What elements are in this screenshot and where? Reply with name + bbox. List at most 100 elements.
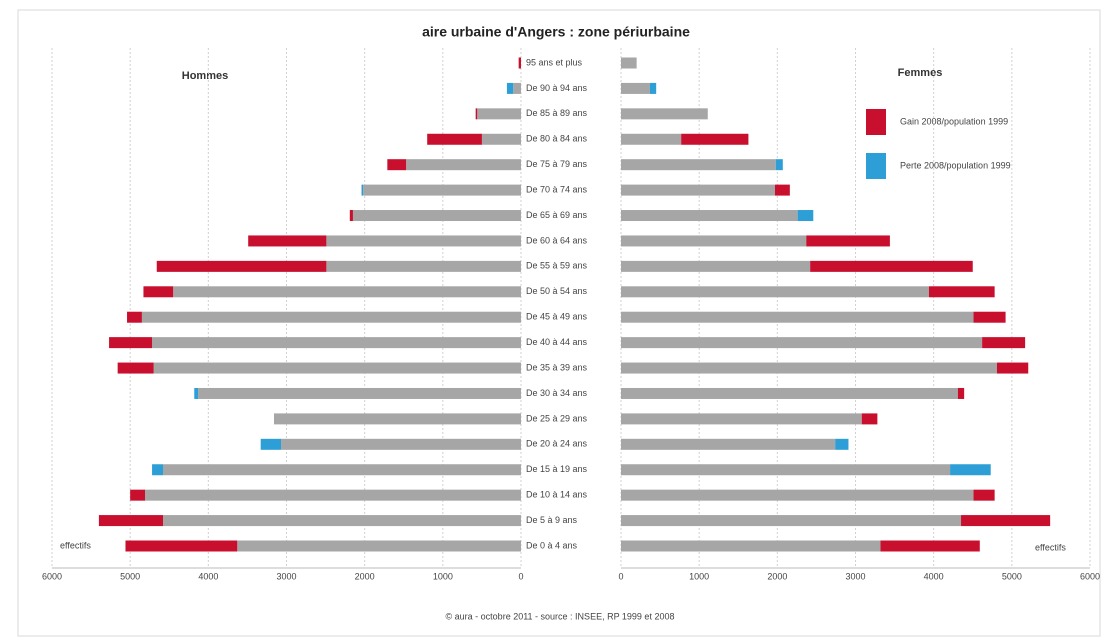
bar <box>326 260 521 272</box>
x-tick-label: 2000 <box>767 571 787 581</box>
x-tick-label: 6000 <box>1080 571 1100 581</box>
bar <box>248 235 327 247</box>
bar <box>427 133 482 145</box>
bar <box>352 210 521 222</box>
x-tick-label: 0 <box>618 571 623 581</box>
category-label: De 30 à 34 ans <box>526 388 588 398</box>
bar <box>237 540 521 552</box>
panel-title: Hommes <box>182 70 228 82</box>
legend-label: Gain 2008/population 1999 <box>900 116 1008 126</box>
category-label: 95 ans et plus <box>526 57 583 67</box>
bar <box>506 82 514 94</box>
bar <box>621 210 798 222</box>
bar <box>621 540 881 552</box>
bar <box>117 362 154 374</box>
bar <box>145 489 522 501</box>
bar <box>156 260 327 272</box>
bar <box>996 362 1029 374</box>
bar <box>621 82 650 94</box>
bar <box>621 184 775 196</box>
bar <box>475 108 478 120</box>
bar <box>928 286 995 298</box>
bar <box>621 387 958 399</box>
bar <box>810 260 973 272</box>
bar <box>835 438 849 450</box>
bar <box>152 464 163 476</box>
category-label: De 50 à 54 ans <box>526 286 588 296</box>
x-tick-label: 5000 <box>1002 571 1022 581</box>
legend-swatch <box>866 109 886 135</box>
category-label: De 40 à 44 ans <box>526 337 588 347</box>
bar <box>621 464 951 476</box>
bar <box>973 489 995 501</box>
bar <box>361 184 364 196</box>
bar <box>98 515 163 527</box>
bar <box>162 515 521 527</box>
axis-label: effectifs <box>1035 542 1066 552</box>
bar <box>173 286 522 298</box>
bar <box>162 464 521 476</box>
bar <box>961 515 1051 527</box>
x-tick-label: 6000 <box>42 571 62 581</box>
bar <box>774 184 790 196</box>
category-label: De 75 à 79 ans <box>526 159 588 169</box>
x-tick-label: 3000 <box>276 571 296 581</box>
bar <box>621 159 776 171</box>
bar <box>621 362 997 374</box>
bar <box>518 57 521 69</box>
bar <box>141 311 521 323</box>
bar <box>621 413 862 425</box>
bar <box>273 413 521 425</box>
category-label: De 10 à 14 ans <box>526 490 588 500</box>
bar <box>152 337 521 349</box>
bar <box>806 235 890 247</box>
bar <box>143 286 174 298</box>
bar <box>982 337 1026 349</box>
bar <box>198 387 521 399</box>
category-label: De 0 à 4 ans <box>526 540 578 550</box>
bar <box>387 159 407 171</box>
bar <box>281 438 521 450</box>
bar <box>363 184 521 196</box>
bar <box>621 286 929 298</box>
bar <box>797 210 814 222</box>
legend-label: Perte 2008/population 1999 <box>900 160 1011 170</box>
category-label: De 15 à 19 ans <box>526 464 588 474</box>
bar <box>861 413 878 425</box>
frame <box>17 9 1101 637</box>
bar <box>681 133 749 145</box>
category-label: De 35 à 39 ans <box>526 362 588 372</box>
category-label: De 5 à 9 ans <box>526 515 578 525</box>
bar <box>153 362 521 374</box>
bar <box>880 540 980 552</box>
bar <box>326 235 521 247</box>
bar <box>621 57 637 69</box>
bar <box>957 387 965 399</box>
bar <box>125 540 238 552</box>
category-label: De 45 à 49 ans <box>526 312 588 322</box>
source: © aura - octobre 2011 - source : INSEE, … <box>446 611 675 621</box>
bar <box>349 210 353 222</box>
category-label: De 90 à 94 ans <box>526 83 588 93</box>
category-label: De 80 à 84 ans <box>526 134 588 144</box>
category-label: De 20 à 24 ans <box>526 439 588 449</box>
x-tick-label: 4000 <box>198 571 218 581</box>
bar <box>109 337 153 349</box>
bar <box>130 489 146 501</box>
x-tick-label: 3000 <box>845 571 865 581</box>
bar <box>621 235 807 247</box>
chart-title: aire urbaine d'Angers : zone périurbaine <box>422 24 690 40</box>
panel-title: Femmes <box>898 67 943 79</box>
bar <box>621 438 836 450</box>
x-tick-label: 5000 <box>120 571 140 581</box>
bar <box>950 464 991 476</box>
bar <box>621 108 708 120</box>
bar <box>621 311 974 323</box>
category-label: De 60 à 64 ans <box>526 235 588 245</box>
x-tick-label: 1000 <box>433 571 453 581</box>
bar <box>621 260 811 272</box>
category-label: De 65 à 69 ans <box>526 210 588 220</box>
category-label: De 25 à 29 ans <box>526 413 588 423</box>
axis-label: effectifs <box>60 540 91 550</box>
